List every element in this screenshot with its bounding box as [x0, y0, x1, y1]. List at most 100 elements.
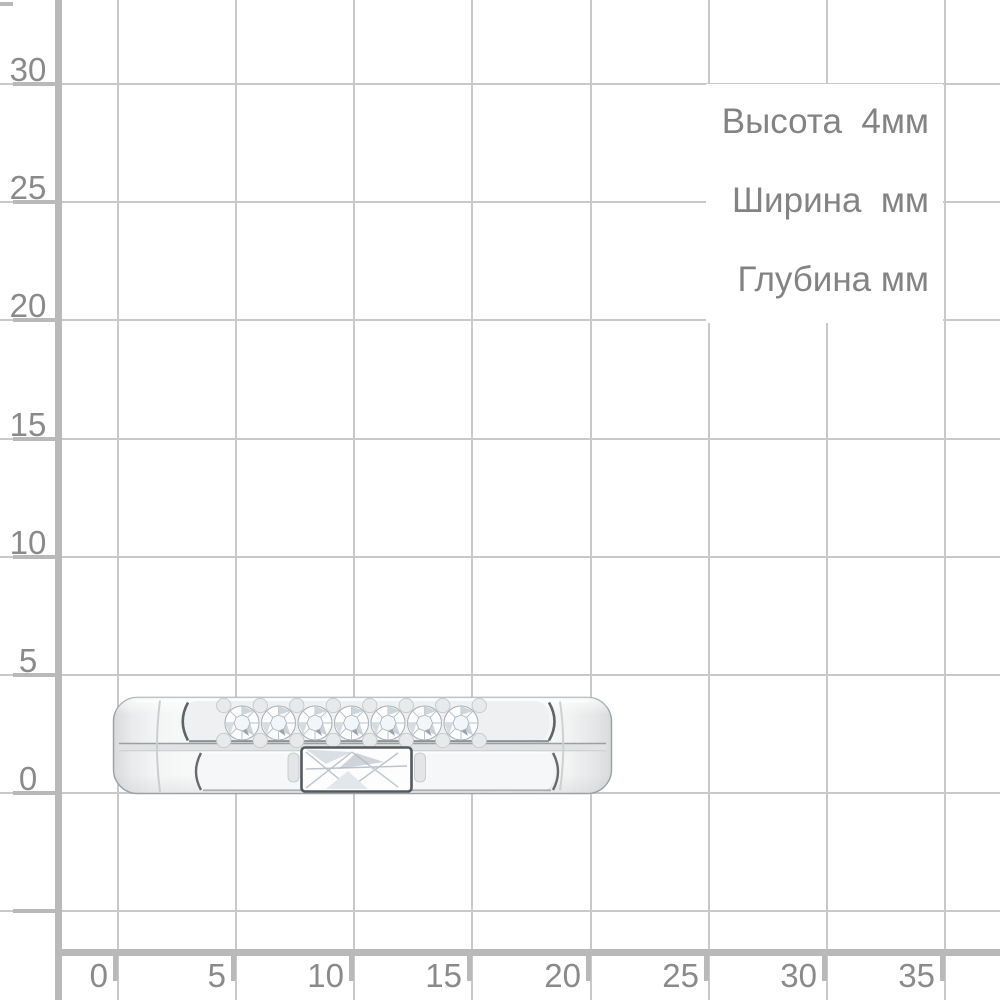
channel-contour-right-bottom: [551, 752, 560, 791]
metal-bead: [325, 697, 341, 714]
dimension-width-label: Ширина мм: [731, 181, 929, 220]
y-axis-line: [55, 0, 62, 1000]
metal-bead: [289, 697, 305, 714]
round-stone: [224, 705, 260, 741]
metal-bead: [398, 697, 414, 714]
metal-bead: [289, 732, 305, 749]
baguette-facet: [306, 749, 352, 764]
y-axis-tick: [0, 2, 13, 6]
x-axis-tick: [231, 954, 236, 981]
x-axis-tick: [704, 954, 709, 981]
pave-stones: [224, 705, 479, 741]
y-axis-label: 10: [9, 524, 47, 561]
metal-bead: [362, 732, 378, 749]
metal-bead: [435, 732, 451, 749]
x-axis-line: [55, 949, 1000, 956]
metal-bead: [362, 697, 378, 714]
y-axis-tick: [13, 673, 56, 677]
y-axis-label: 15: [9, 406, 47, 443]
setting-notch-left: [287, 752, 300, 783]
x-axis-tick: [822, 954, 827, 981]
baguette-setting: [287, 746, 426, 793]
metal-bead: [216, 732, 232, 749]
gridline-horizontal: [0, 438, 1000, 440]
y-axis-label: 30: [9, 51, 47, 88]
channel-contour-right-top: [547, 701, 556, 742]
metal-bead: [435, 697, 451, 714]
x-axis-label: 10: [307, 957, 344, 994]
y-axis-label: 20: [9, 287, 47, 324]
annotation-panel: Высота 4мм Ширина мм Глубина мм: [706, 84, 943, 323]
ring: [112, 696, 613, 795]
x-axis-label: 20: [544, 957, 581, 994]
bead-row: [216, 697, 487, 749]
y-axis-tick: [13, 318, 56, 322]
gridline-horizontal: [0, 910, 1000, 912]
x-axis-label: 35: [898, 957, 935, 994]
metal-bead: [471, 697, 487, 714]
y-axis-tick: [13, 82, 56, 86]
x-axis-tick: [586, 954, 591, 981]
dimension-depth-label: Глубина мм: [737, 260, 929, 299]
metal-bead: [398, 732, 414, 749]
x-axis-label: 0: [89, 957, 108, 994]
gridline-horizontal: [0, 674, 1000, 676]
pave-channel: [183, 701, 549, 742]
baguette-facet-lines: [305, 751, 408, 789]
y-axis-tick: [13, 791, 56, 795]
channel-contour-left-top: [181, 701, 190, 742]
metal-bead: [325, 732, 341, 749]
metal-bead: [471, 732, 487, 749]
round-stone: [407, 705, 442, 741]
x-axis-label: 30: [780, 957, 817, 994]
gridline-horizontal: [0, 319, 1000, 321]
channel-contour-left-bottom: [194, 752, 203, 791]
y-axis-tick: [13, 437, 56, 441]
setting-notch-right: [414, 752, 426, 783]
x-axis-label: 15: [425, 957, 462, 994]
dimension-height-label: Высота 4мм: [721, 102, 929, 141]
baguette-facet-glint: [338, 753, 384, 769]
y-axis-tick: [13, 555, 56, 559]
band-end-reflection-right: [559, 701, 565, 791]
y-axis-label: 0: [18, 760, 38, 797]
gridline-vertical: [235, 0, 237, 1000]
metal-bead: [252, 697, 268, 714]
gridline-horizontal: [0, 556, 1000, 558]
x-axis-label: 25: [662, 957, 699, 994]
gridline-vertical: [708, 0, 710, 1000]
baguette-facet: [352, 752, 398, 787]
x-axis-tick: [940, 954, 945, 981]
gridline-vertical: [117, 0, 119, 1000]
gridline-vertical: [353, 0, 355, 1000]
gridline-horizontal: [0, 201, 1000, 203]
x-axis-tick: [467, 954, 472, 981]
round-stone: [370, 705, 406, 741]
band-groove: [119, 743, 606, 751]
y-axis-label: 5: [18, 642, 38, 679]
baguette-facet: [326, 771, 368, 789]
baguette-channel: [196, 752, 553, 792]
gridline-horizontal: [0, 792, 1000, 794]
round-stone: [334, 705, 369, 741]
band-shading: [113, 697, 612, 794]
gridline-vertical: [590, 0, 592, 1000]
band-end-reflection-left: [156, 700, 161, 793]
gridline-horizontal: [0, 83, 1000, 85]
x-axis-tick: [113, 954, 118, 981]
gridline-vertical: [471, 0, 473, 1000]
x-axis-tick: [349, 954, 354, 981]
y-axis-tick: [13, 909, 56, 913]
ring-band: [112, 696, 613, 795]
y-axis-tick: [13, 200, 56, 204]
metal-bead: [252, 732, 268, 749]
round-stone: [261, 705, 296, 741]
gridline-vertical: [944, 0, 946, 1000]
metal-bead: [216, 697, 232, 714]
x-axis-label: 5: [207, 957, 226, 994]
round-stone: [297, 705, 333, 741]
baguette-stone: [300, 746, 413, 793]
gridline-vertical: [826, 0, 828, 1000]
y-axis-label: 25: [9, 169, 47, 206]
